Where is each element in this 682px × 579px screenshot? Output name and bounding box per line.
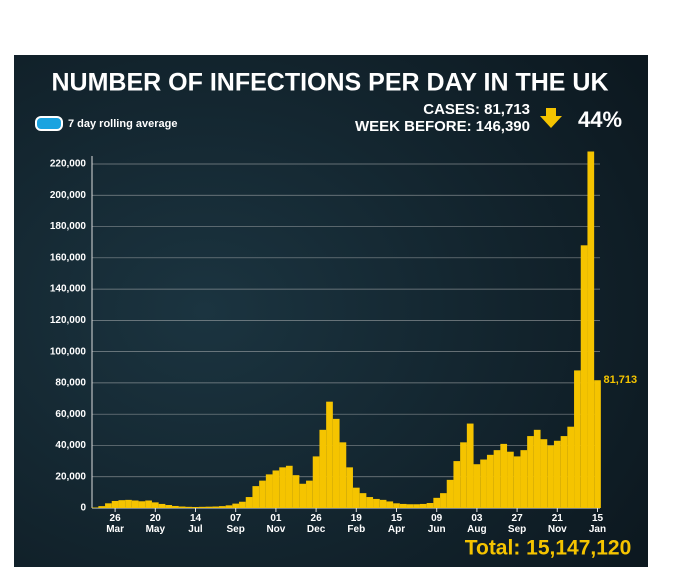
bar <box>293 475 300 508</box>
week-before-label: WEEK BEFORE: 146,390 <box>355 118 530 135</box>
bar <box>380 500 387 508</box>
bar <box>212 507 219 508</box>
legend-swatch <box>36 117 62 130</box>
bar <box>427 503 434 508</box>
y-tick-label: 120,000 <box>50 315 87 326</box>
y-tick-label: 180,000 <box>50 221 87 232</box>
total-label: Total: 15,147,120 <box>465 537 632 560</box>
bar <box>567 427 574 508</box>
bar <box>159 504 166 508</box>
bar <box>313 456 320 508</box>
bar <box>520 450 527 508</box>
bar <box>440 493 447 508</box>
bar <box>494 450 501 508</box>
bar <box>259 481 266 508</box>
bar <box>105 503 112 508</box>
bar <box>98 506 105 508</box>
bar <box>326 402 333 508</box>
bar <box>467 424 474 508</box>
change-label: 44% <box>578 107 622 132</box>
bar <box>118 500 125 508</box>
y-tick-label: 20,000 <box>55 471 86 482</box>
bar <box>574 370 581 508</box>
bar <box>514 456 521 508</box>
bar <box>192 507 199 508</box>
bar <box>346 467 353 508</box>
bar <box>413 504 420 508</box>
legend-label: 7 day rolling average <box>68 118 177 130</box>
bar <box>252 486 259 508</box>
bar <box>185 507 192 508</box>
bar <box>125 500 132 508</box>
value-label: 81,713 <box>604 374 638 386</box>
bar <box>373 499 380 508</box>
bar <box>366 497 373 508</box>
bar <box>273 470 280 508</box>
chart-title: NUMBER OF INFECTIONS PER DAY IN THE UK <box>52 69 609 97</box>
bar <box>232 504 239 508</box>
bar <box>299 484 306 508</box>
bar <box>386 501 393 508</box>
bar <box>340 442 347 508</box>
bar <box>165 505 172 508</box>
bar <box>306 481 313 508</box>
y-tick-label: 40,000 <box>55 440 86 451</box>
bar <box>474 464 481 508</box>
bar <box>393 503 400 508</box>
bar <box>541 439 548 508</box>
bar <box>286 466 293 508</box>
bar <box>407 504 414 508</box>
bar <box>527 436 534 508</box>
bar <box>547 445 554 508</box>
bar <box>132 500 139 508</box>
bar <box>179 507 186 508</box>
y-tick-label: 0 <box>80 503 86 514</box>
bar <box>581 245 588 508</box>
bar <box>172 506 179 508</box>
y-tick-label: 80,000 <box>55 378 86 389</box>
bar <box>453 461 460 508</box>
bar <box>239 502 246 508</box>
bar <box>112 501 119 508</box>
bar <box>594 380 601 508</box>
bar <box>460 442 467 508</box>
bar <box>266 474 273 508</box>
y-tick-label: 220,000 <box>50 159 87 170</box>
bar <box>353 488 360 508</box>
bar <box>319 430 326 508</box>
cases-label: CASES: 81,713 <box>423 101 530 118</box>
y-tick-label: 160,000 <box>50 252 87 263</box>
y-tick-label: 100,000 <box>50 346 87 357</box>
bar <box>487 455 494 508</box>
bar <box>433 498 440 508</box>
bar <box>199 507 206 508</box>
bar <box>360 493 367 508</box>
bar <box>561 436 568 508</box>
bar <box>480 460 487 508</box>
bar <box>139 501 146 508</box>
bar <box>534 430 541 508</box>
bar <box>420 504 427 508</box>
bar <box>206 507 213 508</box>
bar <box>554 441 561 508</box>
bar <box>246 497 253 508</box>
bar <box>219 506 226 508</box>
bar <box>145 500 152 508</box>
y-tick-label: 60,000 <box>55 409 86 420</box>
y-tick-label: 200,000 <box>50 190 87 201</box>
bar <box>447 480 454 508</box>
bar <box>333 419 340 508</box>
bar <box>400 504 407 508</box>
bar <box>152 502 159 508</box>
bar <box>587 151 594 508</box>
bar <box>507 452 514 508</box>
bar <box>226 505 233 508</box>
y-tick-label: 140,000 <box>50 284 87 295</box>
bar <box>500 444 507 508</box>
bar <box>279 467 286 508</box>
